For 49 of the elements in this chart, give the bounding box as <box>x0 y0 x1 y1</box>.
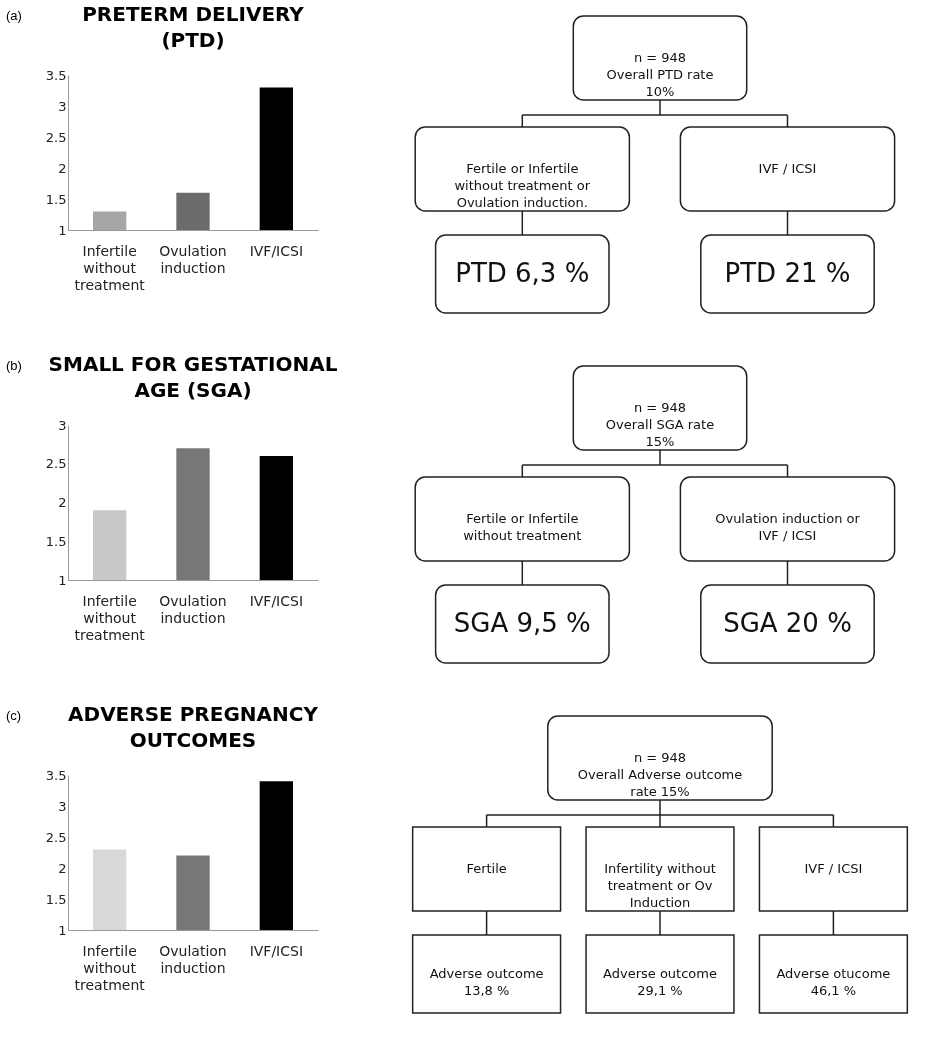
x-tick-label: Ovulation induction <box>159 242 227 276</box>
text: PTD 6,3 % <box>455 258 590 288</box>
x-tick-label: Ovulation induction <box>159 592 227 626</box>
chart-title: SMALL FOR GESTATIONAL AGE (SGA) <box>48 352 338 402</box>
text: IVF / ICSI <box>804 861 863 876</box>
text: Ovulation induction or IVF / ICSI <box>715 511 861 543</box>
text: Fertile or Infertile without treatment or Ovulation induction. <box>454 161 591 210</box>
y-tick-label: 2.5 <box>45 129 67 145</box>
x-tick-label: IVF/ICSI <box>249 242 304 259</box>
text: (c) <box>6 708 22 723</box>
y-tick-label: 1.5 <box>45 891 67 907</box>
text: (a) <box>6 8 22 23</box>
y-tick-label: 3.5 <box>45 67 67 83</box>
text: SGA 20 % <box>723 608 852 638</box>
x-tick-label: IVF/ICSI <box>249 592 304 609</box>
text: Fertile <box>466 861 507 876</box>
text: Adverse outcome 13,8 % <box>429 966 544 998</box>
text: n = 948 Overall PTD rate 10% <box>606 50 714 99</box>
y-tick-label: 3 <box>58 98 67 114</box>
text: n = 948 Overall SGA rate 15% <box>605 400 715 449</box>
text: Adverse otucome 46,1 % <box>776 966 891 998</box>
y-tick-label: 2 <box>58 495 67 510</box>
text: n = 948 Overall Adverse outcome rate 15% <box>577 750 743 799</box>
chart-title: PRETERM DELIVERY (PTD) <box>82 2 305 52</box>
x-tick-label: Ovulation induction <box>159 942 227 976</box>
text: Adverse outcome 29,1 % <box>603 966 717 998</box>
text: Fertile or Infertile without treatment <box>463 511 582 543</box>
y-tick-label: 2 <box>58 160 67 176</box>
x-tick-label: Infertile without treatment <box>74 592 146 643</box>
x-tick-label: Infertile without treatment <box>74 942 146 993</box>
y-tick-label: 1.5 <box>45 191 67 207</box>
y-tick-label: 1.5 <box>45 533 67 549</box>
y-tick-label: 2 <box>58 860 67 876</box>
y-tick-label: 2.5 <box>45 456 67 472</box>
text: PTD 21 % <box>724 258 851 288</box>
y-tick-label: 3 <box>58 417 67 433</box>
y-tick-label: 3.5 <box>45 767 67 783</box>
x-tick-label: IVF/ICSI <box>249 942 304 959</box>
y-tick-label: 1 <box>58 222 67 238</box>
chart-title: ADVERSE PREGNANCY OUTCOMES <box>68 702 319 752</box>
text: Infertility without treatment or Ov Induction <box>604 861 716 910</box>
y-tick-label: 1 <box>58 572 67 588</box>
y-tick-label: 1 <box>58 922 67 938</box>
y-tick-label: 3 <box>58 798 67 814</box>
text: (b) <box>6 358 22 373</box>
text: IVF / ICSI <box>758 161 817 176</box>
y-tick-label: 2.5 <box>45 829 67 845</box>
x-tick-label: Infertile without treatment <box>74 242 146 293</box>
text: SGA 9,5 % <box>453 608 591 638</box>
